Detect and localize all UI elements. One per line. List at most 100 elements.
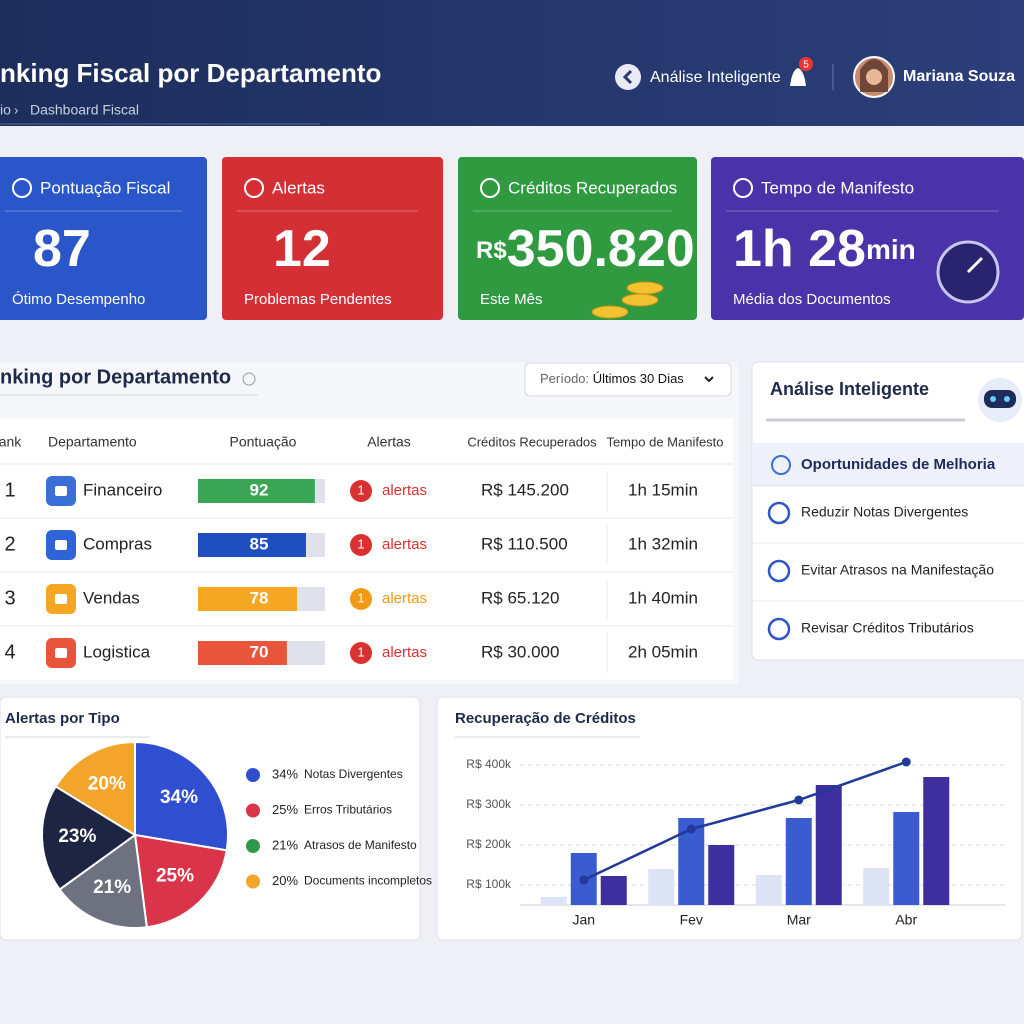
bell[interactable] xyxy=(790,68,806,86)
kpi-value: 87 xyxy=(33,220,91,278)
x-tick-label: Fev xyxy=(680,912,703,928)
period-dropdown[interactable] xyxy=(524,362,732,397)
slice-label: 34% xyxy=(160,787,198,808)
line-point xyxy=(579,875,589,885)
pie-slice xyxy=(58,833,148,929)
kpi-caption: Este Mês xyxy=(480,291,543,308)
robot-eye xyxy=(990,396,996,402)
legend-label: Documents incompletos xyxy=(304,874,432,888)
slice-label: 21% xyxy=(93,877,131,898)
slice-label: 20% xyxy=(88,774,126,795)
line-point xyxy=(686,824,696,834)
alert-text: alertas xyxy=(382,590,427,607)
coin xyxy=(626,281,664,295)
breadcrumb[interactable]: io xyxy=(0,102,11,118)
score-label: 92 xyxy=(250,480,269,499)
bar-title: Recuperação de Créditos xyxy=(455,710,636,727)
bar xyxy=(923,777,950,905)
insights-list: Reduzir Notas Divergentes Evitar Atrasos … xyxy=(752,484,1024,641)
bar xyxy=(785,818,812,905)
rank: 2 xyxy=(4,533,15,555)
time: 1h 32min xyxy=(628,534,698,553)
column-header: Alertas xyxy=(367,434,411,450)
score-label: 70 xyxy=(250,642,269,661)
kpi-number: 12 xyxy=(273,220,331,278)
department: Vendas xyxy=(83,588,140,607)
insights-heading-row xyxy=(752,443,1024,487)
badge-count: 5 xyxy=(803,60,809,71)
legend-label: Atrasos de Manifesto xyxy=(304,838,417,852)
kpi-row: Pontuação Fiscal 87 Ótimo Desempenho Alerta… xyxy=(0,157,1024,320)
line xyxy=(583,760,907,882)
dept-glyph xyxy=(55,540,67,550)
coin xyxy=(591,305,629,319)
period-value: Últimos 30 Dias xyxy=(593,371,685,386)
legend-swatch xyxy=(246,803,260,818)
x-tick-label: Abr xyxy=(895,912,917,928)
time: 1h 15min xyxy=(628,480,698,499)
insight-item[interactable]: Reduzir Notas Divergentes xyxy=(801,504,968,520)
kpi-title: Tempo de Manifesto xyxy=(761,178,914,197)
x-tick-label: Mar xyxy=(787,912,811,928)
kpi-icon xyxy=(244,178,264,198)
legend-swatch xyxy=(246,874,260,889)
assistant-link[interactable]: Análise Inteligente xyxy=(650,69,781,86)
back-button[interactable] xyxy=(615,64,641,90)
kpi-icon xyxy=(480,178,500,198)
insight-item[interactable]: Evitar Atrasos na Manifestação xyxy=(801,562,994,578)
back-icon xyxy=(622,69,633,85)
column-header: Créditos Recuperados xyxy=(467,434,597,449)
pie-slice xyxy=(54,740,136,837)
chevron xyxy=(704,376,714,383)
alert-count: 1 xyxy=(357,482,364,497)
column-header: Departamento xyxy=(48,434,137,450)
bar xyxy=(863,868,890,905)
kpi-value: R$350.820 xyxy=(476,220,695,278)
alert-badge xyxy=(350,642,372,664)
dept-glyph xyxy=(55,486,67,496)
kpi-card xyxy=(458,157,697,320)
slice-label: 23% xyxy=(58,826,96,847)
help-icon[interactable] xyxy=(242,372,256,386)
score-bar xyxy=(198,479,315,503)
y-tick-label: R$ 100k xyxy=(466,877,512,891)
insight-item[interactable]: Revisar Créditos Tributários xyxy=(801,620,974,636)
score-label: 85 xyxy=(250,534,269,553)
department: Compras xyxy=(83,534,152,553)
header xyxy=(0,0,1024,126)
rank: 4 xyxy=(4,641,15,663)
score-label: 78 xyxy=(250,588,269,607)
insights-title: Análise Inteligente xyxy=(770,379,929,399)
user-name[interactable]: Mariana Souza xyxy=(903,68,1015,85)
kpi-number: 87 xyxy=(33,220,91,278)
bar xyxy=(540,897,567,905)
kpi-title: Alertas xyxy=(272,178,325,197)
legend-label: Notas Divergentes xyxy=(304,767,403,781)
badge xyxy=(799,57,813,71)
slice-label: 25% xyxy=(156,866,194,887)
bar xyxy=(648,869,675,905)
table-body: ank Departamento Pontuação Alertas Créditos … xyxy=(0,434,733,673)
kpi-icon xyxy=(733,178,753,198)
kpi-unit: min xyxy=(866,234,916,265)
legend-swatch xyxy=(246,839,260,853)
kpi-value: 12 xyxy=(273,220,331,278)
clock-hand xyxy=(966,256,984,274)
alert-count: 1 xyxy=(357,536,364,551)
legend-value: 25% xyxy=(272,802,298,817)
kpi-icon xyxy=(12,178,32,198)
breadcrumb: Dashboard Fiscal xyxy=(30,102,139,118)
alert-count: 1 xyxy=(357,644,364,659)
legend-value: 21% xyxy=(272,837,298,852)
robot-face xyxy=(984,390,1016,408)
alert-text: alertas xyxy=(382,536,427,553)
column-header: Pontuação xyxy=(230,434,297,450)
item-icon xyxy=(767,617,791,641)
score-bar xyxy=(198,641,287,665)
pie-chart: 34% 25% 21% 23% 20% 34% Notas Divergentes 25% Er… xyxy=(41,740,432,929)
breadcrumb-sep: › xyxy=(14,102,18,117)
avatar-face xyxy=(866,69,882,85)
robot-eye xyxy=(1004,396,1010,402)
legend-value: 34% xyxy=(272,766,298,781)
